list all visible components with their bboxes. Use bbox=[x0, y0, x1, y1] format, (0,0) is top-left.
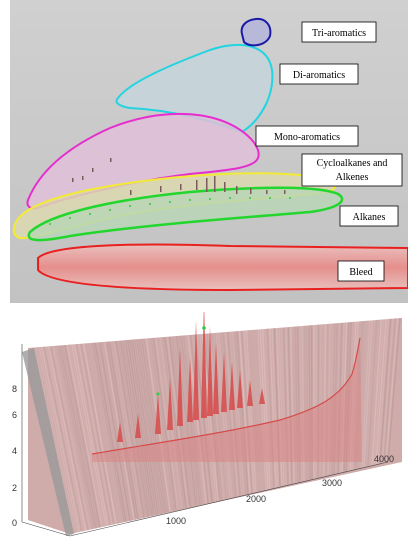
label-mono-aromatics: Mono-aromatics bbox=[256, 126, 358, 146]
z-tick-4: 4 bbox=[12, 446, 17, 456]
label-alkanes-text: Alkanes bbox=[353, 212, 386, 223]
label-tri-aromatics: Tri-aromatics bbox=[302, 22, 376, 42]
tri-aromatics-region bbox=[242, 19, 271, 45]
x-tick-1000: 1000 bbox=[166, 516, 186, 526]
surface-marker bbox=[202, 326, 206, 330]
label-cycloalkanes-line2: Alkenes bbox=[336, 172, 369, 183]
surface-plot: 0 2 4 6 8 1000 2000 3000 4000 bbox=[0, 312, 416, 550]
label-cycloalkanes-line1: Cycloalkanes and bbox=[317, 158, 388, 169]
label-alkanes: Alkanes bbox=[340, 206, 398, 226]
z-tick-0: 0 bbox=[12, 518, 17, 528]
label-cycloalkanes: Cycloalkanes and Alkenes bbox=[302, 154, 402, 186]
contour-plot: Tri-aromatics Di-aromatics Mono-aromatic… bbox=[10, 0, 408, 303]
z-tick-2: 2 bbox=[12, 483, 17, 493]
label-mono-aromatics-text: Mono-aromatics bbox=[274, 132, 340, 143]
surface-body bbox=[22, 312, 402, 536]
x-tick-3000: 3000 bbox=[322, 478, 342, 488]
surface-marker bbox=[157, 393, 160, 396]
z-tick-6: 6 bbox=[12, 410, 17, 420]
x-tick-4000: 4000 bbox=[374, 454, 394, 464]
label-di-aromatics-text: Di-aromatics bbox=[293, 70, 345, 81]
z-tick-8: 8 bbox=[12, 384, 17, 394]
label-di-aromatics: Di-aromatics bbox=[280, 64, 358, 84]
label-tri-aromatics-text: Tri-aromatics bbox=[312, 28, 366, 39]
label-bleed-text: Bleed bbox=[349, 267, 372, 278]
z-tick-labels: 0 2 4 6 8 bbox=[12, 384, 17, 528]
label-bleed: Bleed bbox=[338, 261, 384, 281]
x-tick-2000: 2000 bbox=[246, 494, 266, 504]
